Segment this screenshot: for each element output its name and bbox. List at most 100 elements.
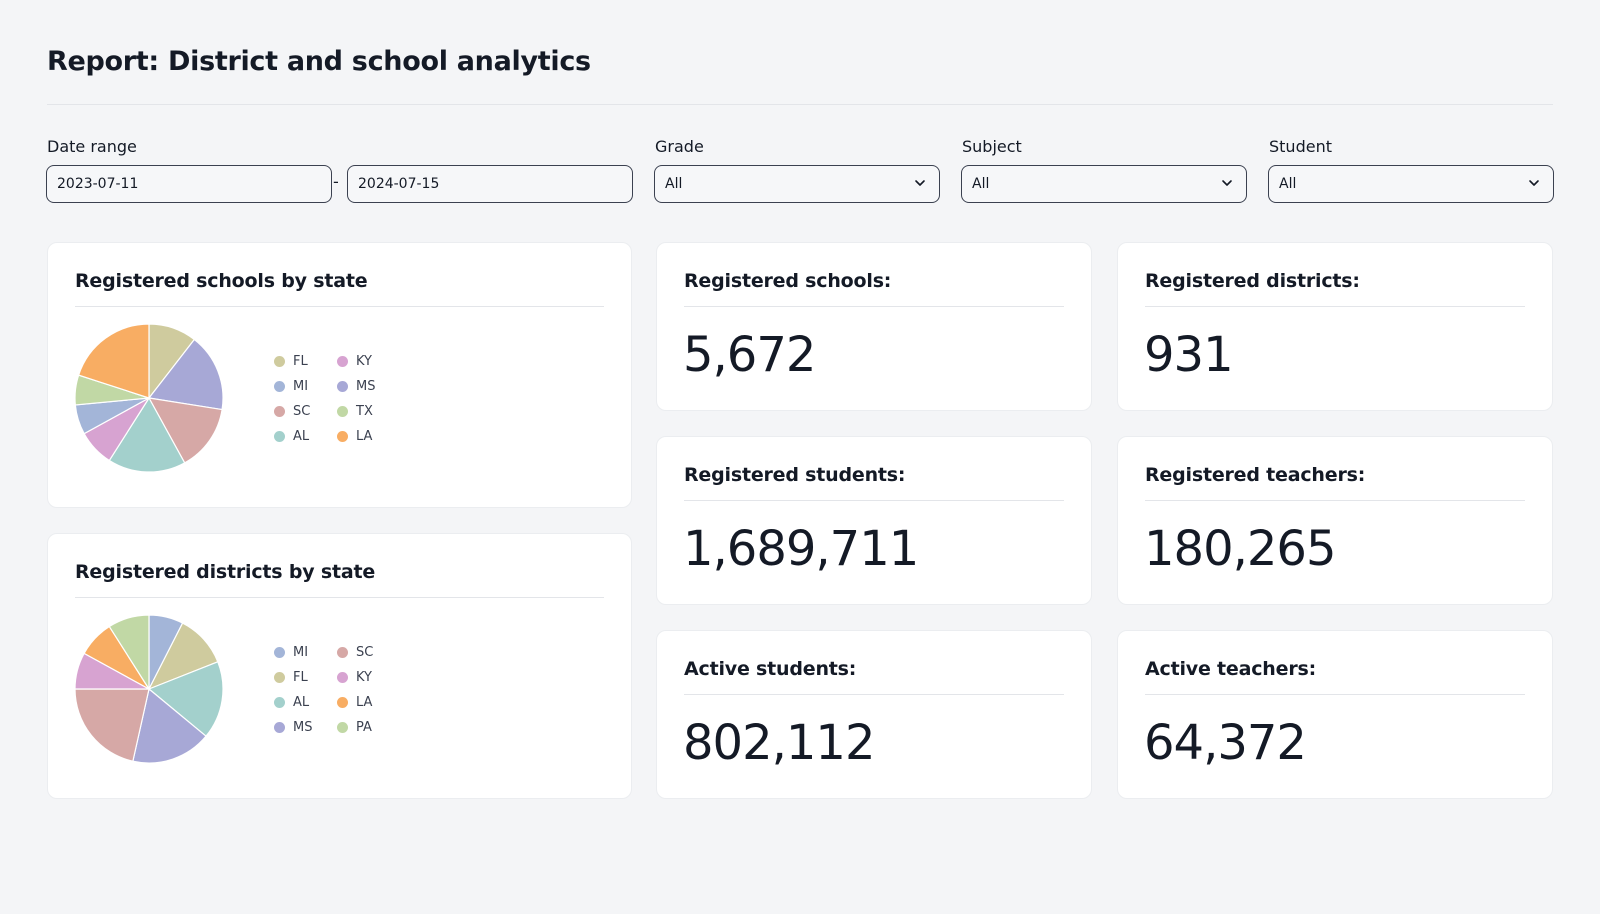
legend-label: PA <box>356 719 372 735</box>
legend-item-al: AL <box>274 694 337 710</box>
card-divider <box>684 500 1064 501</box>
legend-label: MS <box>293 719 313 735</box>
legend-item-la: LA <box>337 694 400 710</box>
stat-label: Registered teachers: <box>1145 464 1366 486</box>
chevron-down-icon <box>915 180 925 186</box>
card-divider <box>1145 306 1525 307</box>
card-divider <box>684 306 1064 307</box>
pie-slice-sc <box>74 688 150 762</box>
registered-students-card: Registered students: 1,689,711 <box>656 436 1092 605</box>
chevron-down-icon <box>1529 180 1539 186</box>
legend-item-pa: PA <box>337 719 400 735</box>
stat-label: Registered districts: <box>1145 270 1360 292</box>
legend-label: MI <box>293 378 309 394</box>
legend-item-la: LA <box>337 428 400 444</box>
districts-pie-chart <box>74 614 224 764</box>
legend-swatch <box>337 380 348 392</box>
stat-label: Active teachers: <box>1145 658 1316 680</box>
card-title: Registered districts by state <box>75 561 376 583</box>
date-end-input[interactable]: 2024-07-15 <box>347 165 633 203</box>
legend-item-ms: MS <box>274 719 337 735</box>
subject-select[interactable]: All <box>961 165 1247 203</box>
stat-label: Registered students: <box>684 464 906 486</box>
schools-by-state-card: Registered schools by state FL KY MI MS SC TX… <box>47 242 632 508</box>
student-label: Student <box>1269 137 1332 156</box>
card-title: Registered schools by state <box>75 270 368 292</box>
legend-item-ky: KY <box>337 353 400 369</box>
subject-select-value: All <box>972 176 990 192</box>
pie-slice-al <box>108 396 186 473</box>
legend-item-fl: FL <box>274 353 337 369</box>
legend-label: AL <box>293 694 310 710</box>
legend-swatch <box>274 721 285 733</box>
legend-label: FL <box>293 353 308 369</box>
card-divider <box>75 597 604 598</box>
active-students-card: Active students: 802,112 <box>656 630 1092 799</box>
pie-slice-al <box>147 660 224 738</box>
student-select[interactable]: All <box>1268 165 1554 203</box>
registered-schools-card: Registered schools: 5,672 <box>656 242 1092 411</box>
date-range-separator: - <box>333 172 339 191</box>
stat-value: 180,265 <box>1144 521 1336 577</box>
legend-label: MI <box>293 644 309 660</box>
stat-value: 5,672 <box>683 327 816 383</box>
legend-swatch <box>274 696 285 708</box>
pie-slice-pa <box>108 614 150 692</box>
legend-label: KY <box>356 353 373 369</box>
legend-swatch <box>337 430 348 442</box>
legend-label: FL <box>293 669 308 685</box>
legend-item-fl: FL <box>274 669 337 685</box>
legend-swatch <box>337 355 348 367</box>
legend-label: MS <box>356 378 376 394</box>
legend-label: KY <box>356 669 373 685</box>
legend-swatch <box>274 430 285 442</box>
student-select-value: All <box>1279 176 1297 192</box>
title-divider <box>47 104 1553 105</box>
legend-label: LA <box>356 694 373 710</box>
stat-value: 64,372 <box>1144 715 1307 771</box>
legend-label: SC <box>356 644 374 660</box>
legend-swatch <box>337 696 348 708</box>
registered-teachers-card: Registered teachers: 180,265 <box>1117 436 1553 605</box>
districts-legend: MI SC FL KY AL LA MS PA <box>274 644 400 735</box>
pie-slice-ms <box>132 687 207 764</box>
legend-swatch <box>274 380 285 392</box>
pie-slice-ms <box>147 338 224 411</box>
date-start-input[interactable]: 2023-07-11 <box>46 165 332 203</box>
legend-swatch <box>337 671 348 683</box>
districts-by-state-card: Registered districts by state MI SC FL KY AL… <box>47 533 632 799</box>
date-range-label: Date range <box>47 137 137 156</box>
card-divider <box>684 694 1064 695</box>
chevron-down-icon <box>1222 180 1232 186</box>
legend-swatch <box>274 405 285 417</box>
legend-item-mi: MI <box>274 378 337 394</box>
legend-item-mi: MI <box>274 644 337 660</box>
legend-item-ms: MS <box>337 378 400 394</box>
card-divider <box>75 306 604 307</box>
schools-pie-chart <box>74 323 224 473</box>
legend-swatch <box>337 405 348 417</box>
legend-swatch <box>274 355 285 367</box>
stat-label: Registered schools: <box>684 270 892 292</box>
legend-item-ky: KY <box>337 669 400 685</box>
grade-select[interactable]: All <box>654 165 940 203</box>
page-title: Report: District and school analytics <box>47 46 591 77</box>
legend-item-tx: TX <box>337 403 400 419</box>
stat-label: Active students: <box>684 658 857 680</box>
stat-value: 1,689,711 <box>683 521 919 577</box>
legend-item-sc: SC <box>337 644 400 660</box>
legend-swatch <box>337 721 348 733</box>
legend-label: AL <box>293 428 310 444</box>
legend-item-sc: SC <box>274 403 337 419</box>
stat-value: 802,112 <box>683 715 875 771</box>
legend-swatch <box>274 671 285 683</box>
legend-label: SC <box>293 403 311 419</box>
stat-value: 931 <box>1144 327 1234 383</box>
legend-item-al: AL <box>274 428 337 444</box>
registered-districts-card: Registered districts: 931 <box>1117 242 1553 411</box>
active-teachers-card: Active teachers: 64,372 <box>1117 630 1553 799</box>
legend-swatch <box>274 646 285 658</box>
grade-select-value: All <box>665 176 683 192</box>
subject-label: Subject <box>962 137 1022 156</box>
card-divider <box>1145 694 1525 695</box>
